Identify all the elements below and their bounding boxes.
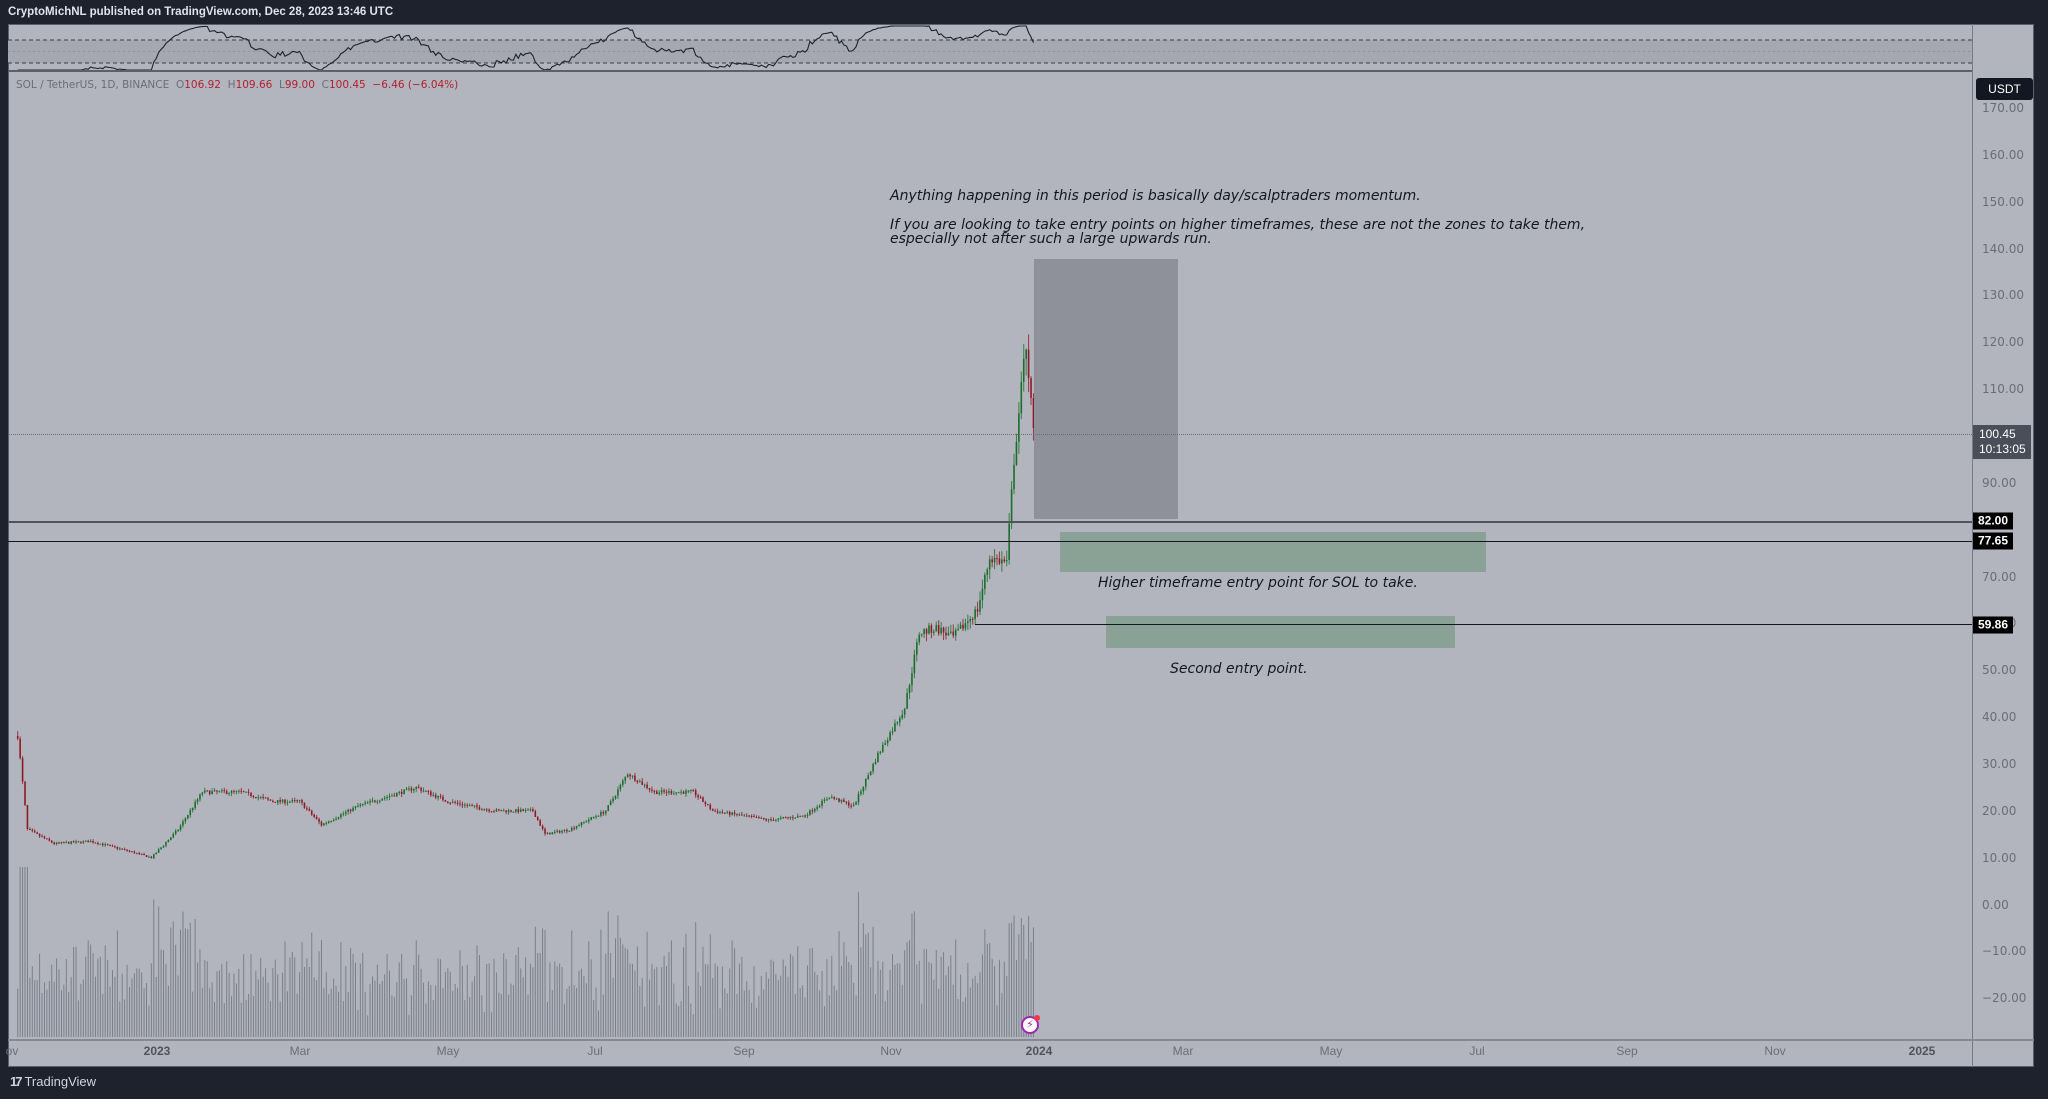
time-tick-label: 2024 xyxy=(1025,1044,1053,1058)
time-tick-label: Nov xyxy=(880,1044,902,1058)
price-axis[interactable] xyxy=(1972,24,2034,1067)
price-tick-label: 130.00 xyxy=(1982,288,2024,303)
lightning-event-icon[interactable]: ⚡ xyxy=(1021,1015,1040,1034)
time-tick-label: Mar xyxy=(289,1044,311,1058)
price-tick-label: 120.00 xyxy=(1982,335,2024,350)
price-tick-label: 10.00 xyxy=(1982,850,2017,865)
rsi-pane[interactable] xyxy=(8,24,1972,72)
chart-frame xyxy=(8,24,2034,1067)
volume-bars xyxy=(17,867,1034,1037)
entry-zone-1[interactable] xyxy=(1060,532,1486,572)
up-candles xyxy=(55,349,1027,859)
time-tick-label: 2023 xyxy=(143,1044,171,1058)
countdown: 10:13:05 xyxy=(1979,442,2026,456)
price-badge-77-65: 77.65 xyxy=(1973,532,2014,550)
entry-zone-2[interactable] xyxy=(1106,616,1455,648)
zone2-note[interactable]: Second entry point. xyxy=(1170,661,1308,677)
time-axis[interactable] xyxy=(8,1039,2034,1067)
top-note-1[interactable]: Anything happening in this period is bas… xyxy=(890,188,1421,204)
price-tick-label: 40.00 xyxy=(1982,710,2017,725)
publish-header: CryptoMichNL published on TradingView.co… xyxy=(0,0,2048,24)
price-badge-59-86: 59.86 xyxy=(1973,616,2014,634)
time-tick-label: Mar xyxy=(1172,1044,1194,1058)
level-line-77-65[interactable] xyxy=(8,541,1972,542)
price-tick-label: −20.00 xyxy=(1982,991,2027,1006)
price-tick-label: 160.00 xyxy=(1982,147,2024,162)
time-tick-label: May xyxy=(436,1044,460,1058)
level-line-59-86[interactable] xyxy=(975,624,1972,625)
time-tick-label: Sep xyxy=(733,1044,755,1058)
time-tick-label: Nov xyxy=(1764,1044,1786,1058)
time-tick-label: Jul xyxy=(587,1044,603,1058)
zone1-note[interactable]: Higher timeframe entry point for SOL to … xyxy=(1098,575,1418,591)
last-price-badge: 100.45 10:13:05 xyxy=(1973,425,2031,459)
price-tick-label: 30.00 xyxy=(1982,756,2017,771)
publish-text: CryptoMichNL published on TradingView.co… xyxy=(8,6,394,18)
price-tick-label: 20.00 xyxy=(1982,803,2017,818)
price-tick-label: −10.00 xyxy=(1982,944,2027,959)
top-note-2[interactable]: If you are looking to take entry points … xyxy=(890,217,1586,247)
currency-button[interactable]: USDT xyxy=(1976,78,2033,100)
close-value: 100.45 xyxy=(328,79,366,91)
time-tick-label: May xyxy=(1319,1044,1343,1058)
open-value: 106.92 xyxy=(184,79,221,91)
time-tick-label: Jul xyxy=(1469,1044,1485,1058)
tradingview-logo: 17 TradingView xyxy=(10,1074,97,1089)
symbol-name: SOL / TetherUS, 1D, BINANCE xyxy=(16,79,170,91)
down-candles xyxy=(16,349,1035,859)
last-price-line xyxy=(8,434,1972,435)
time-tick-label: Sep xyxy=(1616,1044,1638,1058)
down-wicks xyxy=(17,334,1034,859)
price-tick-label: 70.00 xyxy=(1982,569,2017,584)
change-value: −6.46 (−6.04%) xyxy=(372,79,459,91)
price-tick-label: 110.00 xyxy=(1982,382,2024,397)
price-tick-label: 0.00 xyxy=(1982,897,2009,912)
price-badge-82: 82.00 xyxy=(1973,512,2014,530)
price-tick-label: 150.00 xyxy=(1982,194,2024,209)
level-line-82[interactable] xyxy=(8,521,1972,523)
rsi-line xyxy=(17,25,1035,71)
tv-logo-icon: 17 xyxy=(10,1074,23,1089)
price-tick-label: 170.00 xyxy=(1982,101,2024,116)
momentum-zone[interactable] xyxy=(1034,259,1178,519)
symbol-legend: SOL / TetherUS, 1D, BINANCE O106.92 H109… xyxy=(16,79,459,91)
high-value: 109.66 xyxy=(235,79,273,91)
price-tick-label: 140.00 xyxy=(1982,241,2024,256)
time-tick-label: ov xyxy=(5,1044,19,1058)
time-tick-label: 2025 xyxy=(1908,1044,1936,1058)
low-value: 99.00 xyxy=(284,79,315,91)
up-wicks xyxy=(56,344,1027,860)
price-tick-label: 50.00 xyxy=(1982,663,2017,678)
price-tick-label: 90.00 xyxy=(1982,475,2017,490)
last-price-value: 100.45 xyxy=(1979,427,2016,441)
